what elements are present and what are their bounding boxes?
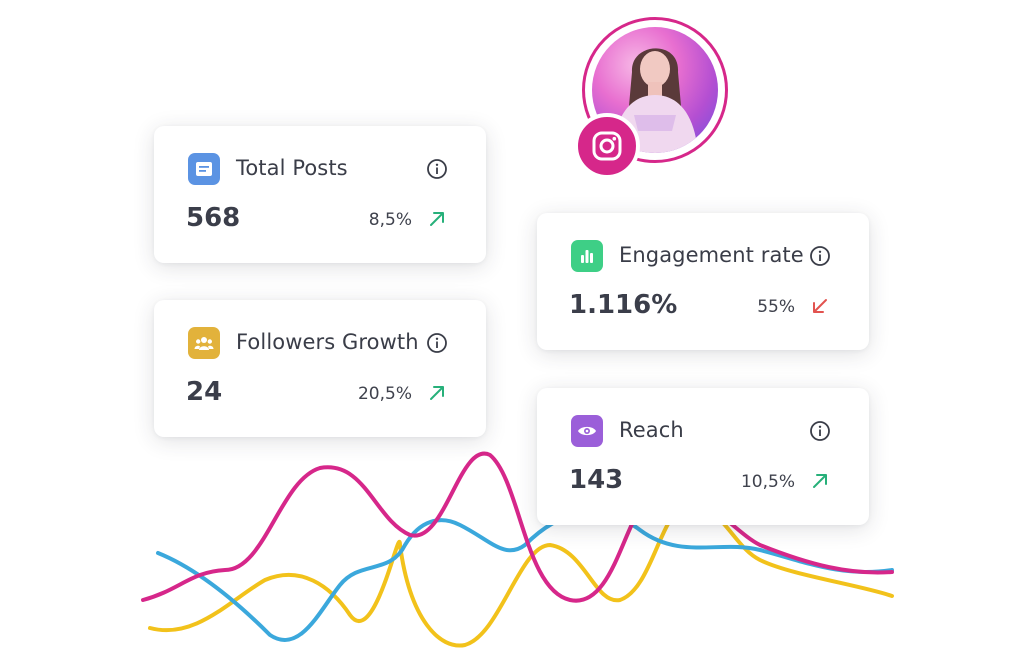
arrow-up-right-icon: [430, 212, 444, 226]
reach-change: 10,5%: [740, 472, 795, 492]
followers-growth-value: 24: [186, 377, 223, 407]
info-icon[interactable]: [809, 420, 831, 442]
followers-growth-title: Followers Growth: [236, 330, 419, 354]
total-posts-change: 8,5%: [368, 210, 412, 230]
arrow-down-left-icon: [813, 299, 827, 313]
arrow-up-right-icon: [430, 386, 444, 400]
eye-icon: [571, 415, 603, 447]
info-icon[interactable]: [426, 158, 448, 180]
total-posts-value: 568: [186, 203, 241, 233]
wave-line-blue: [156, 510, 894, 642]
profile-avatar-group[interactable]: [574, 17, 728, 179]
users-icon: [188, 327, 220, 359]
engagement-rate-card: Engagement rate 1.116% 55%: [537, 213, 869, 350]
document-icon: [188, 153, 220, 185]
reach-title: Reach: [619, 418, 684, 442]
instagram-icon[interactable]: [574, 113, 640, 179]
info-icon[interactable]: [426, 332, 448, 354]
reach-card: Reach 143 10,5%: [537, 388, 869, 525]
engagement-rate-change: 55%: [757, 297, 795, 317]
info-icon[interactable]: [809, 245, 831, 267]
avatar[interactable]: [592, 27, 718, 153]
arrow-up-right-icon: [813, 474, 827, 488]
engagement-rate-title: Engagement rate: [619, 243, 804, 267]
total-posts-card: Total Posts 568 8,5%: [154, 126, 486, 263]
reach-value: 143: [569, 465, 624, 495]
followers-growth-change: 20,5%: [357, 384, 412, 404]
engagement-rate-value: 1.116%: [569, 290, 678, 320]
followers-growth-card: Followers Growth 24 20,5%: [154, 300, 486, 437]
total-posts-title: Total Posts: [236, 156, 348, 180]
bar-chart-icon: [571, 240, 603, 272]
